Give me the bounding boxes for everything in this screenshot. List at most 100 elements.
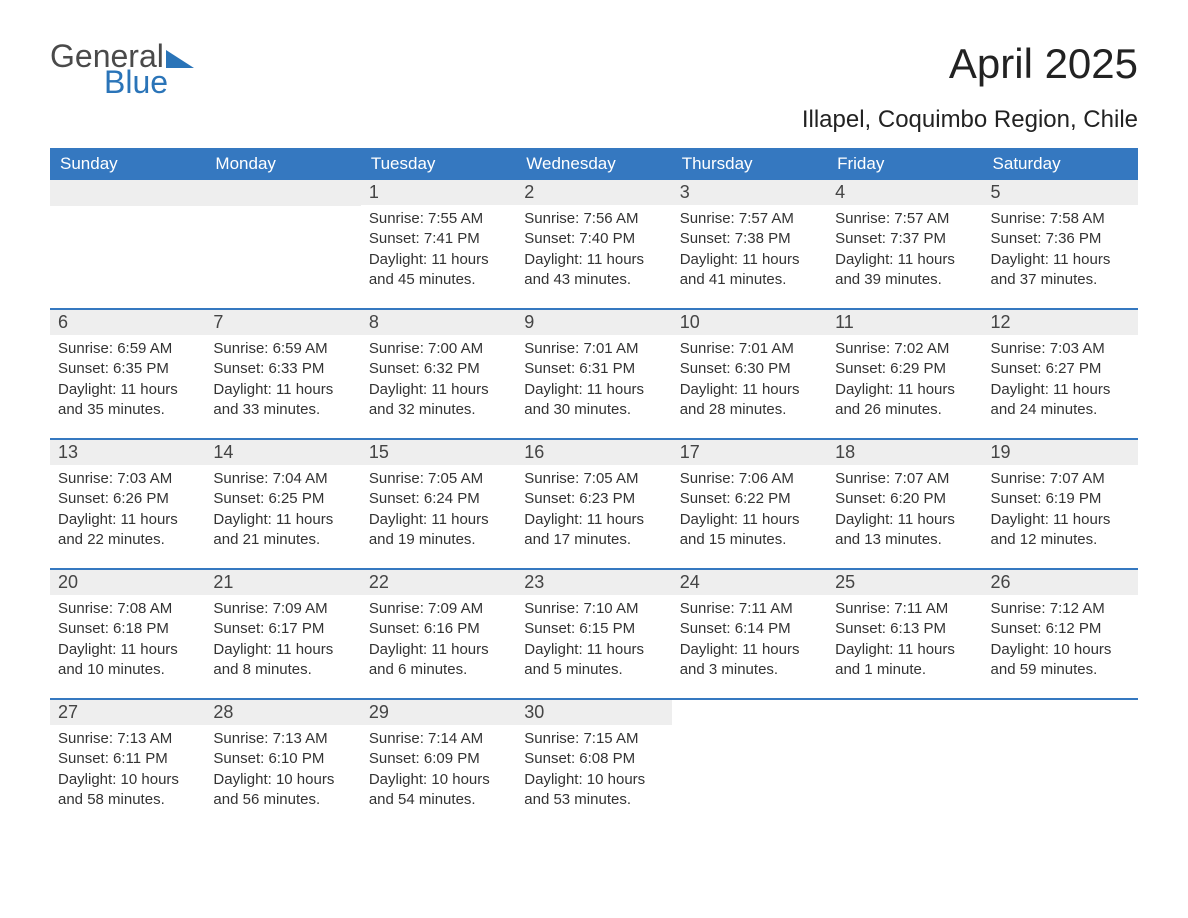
sunrise-line: Sunrise: 6:59 AM [213, 339, 352, 359]
day-details: Sunrise: 7:07 AMSunset: 6:20 PMDaylight:… [827, 465, 982, 560]
sunset-line: Sunset: 6:16 PM [369, 619, 508, 639]
calendar-cell-empty [672, 700, 827, 828]
sunset-line: Sunset: 6:20 PM [835, 489, 974, 509]
day-details: Sunrise: 7:56 AMSunset: 7:40 PMDaylight:… [516, 205, 671, 300]
sunset-line: Sunset: 6:33 PM [213, 359, 352, 379]
day-details: Sunrise: 7:58 AMSunset: 7:36 PMDaylight:… [983, 205, 1138, 300]
day-header: Monday [205, 148, 360, 180]
day-number [50, 180, 205, 206]
sunset-line: Sunset: 7:36 PM [991, 229, 1130, 249]
daylight-line: Daylight: 11 hours and 28 minutes. [680, 380, 819, 421]
calendar-cell: 23Sunrise: 7:10 AMSunset: 6:15 PMDayligh… [516, 570, 671, 698]
sunrise-line: Sunrise: 7:13 AM [58, 729, 197, 749]
calendar-cell: 29Sunrise: 7:14 AMSunset: 6:09 PMDayligh… [361, 700, 516, 828]
calendar-week: 20Sunrise: 7:08 AMSunset: 6:18 PMDayligh… [50, 568, 1138, 698]
sunset-line: Sunset: 6:08 PM [524, 749, 663, 769]
calendar-cell: 20Sunrise: 7:08 AMSunset: 6:18 PMDayligh… [50, 570, 205, 698]
day-number: 21 [205, 570, 360, 595]
calendar-cell: 17Sunrise: 7:06 AMSunset: 6:22 PMDayligh… [672, 440, 827, 568]
calendar-cell: 13Sunrise: 7:03 AMSunset: 6:26 PMDayligh… [50, 440, 205, 568]
day-details: Sunrise: 7:13 AMSunset: 6:11 PMDaylight:… [50, 725, 205, 820]
day-number: 29 [361, 700, 516, 725]
daylight-line: Daylight: 11 hours and 10 minutes. [58, 640, 197, 681]
day-details: Sunrise: 7:57 AMSunset: 7:38 PMDaylight:… [672, 205, 827, 300]
daylight-line: Daylight: 11 hours and 3 minutes. [680, 640, 819, 681]
sunrise-line: Sunrise: 7:10 AM [524, 599, 663, 619]
page-title: April 2025 [949, 40, 1138, 88]
sunrise-line: Sunrise: 7:56 AM [524, 209, 663, 229]
sunrise-line: Sunrise: 7:13 AM [213, 729, 352, 749]
day-number: 26 [983, 570, 1138, 595]
calendar-cell: 18Sunrise: 7:07 AMSunset: 6:20 PMDayligh… [827, 440, 982, 568]
day-number: 12 [983, 310, 1138, 335]
sunset-line: Sunset: 6:12 PM [991, 619, 1130, 639]
day-details: Sunrise: 7:09 AMSunset: 6:17 PMDaylight:… [205, 595, 360, 690]
sunset-line: Sunset: 6:22 PM [680, 489, 819, 509]
daylight-line: Daylight: 11 hours and 8 minutes. [213, 640, 352, 681]
daylight-line: Daylight: 11 hours and 45 minutes. [369, 250, 508, 291]
daylight-line: Daylight: 10 hours and 54 minutes. [369, 770, 508, 811]
day-details: Sunrise: 7:55 AMSunset: 7:41 PMDaylight:… [361, 205, 516, 300]
day-number: 10 [672, 310, 827, 335]
day-details: Sunrise: 7:01 AMSunset: 6:31 PMDaylight:… [516, 335, 671, 430]
day-details: Sunrise: 7:02 AMSunset: 6:29 PMDaylight:… [827, 335, 982, 430]
calendar-cell: 26Sunrise: 7:12 AMSunset: 6:12 PMDayligh… [983, 570, 1138, 698]
daylight-line: Daylight: 11 hours and 33 minutes. [213, 380, 352, 421]
day-details: Sunrise: 7:14 AMSunset: 6:09 PMDaylight:… [361, 725, 516, 820]
day-number: 19 [983, 440, 1138, 465]
sunset-line: Sunset: 7:40 PM [524, 229, 663, 249]
day-details: Sunrise: 7:11 AMSunset: 6:14 PMDaylight:… [672, 595, 827, 690]
daylight-line: Daylight: 11 hours and 15 minutes. [680, 510, 819, 551]
calendar-cell: 14Sunrise: 7:04 AMSunset: 6:25 PMDayligh… [205, 440, 360, 568]
sunset-line: Sunset: 6:17 PM [213, 619, 352, 639]
day-number: 17 [672, 440, 827, 465]
calendar-cell: 27Sunrise: 7:13 AMSunset: 6:11 PMDayligh… [50, 700, 205, 828]
day-details: Sunrise: 7:10 AMSunset: 6:15 PMDaylight:… [516, 595, 671, 690]
calendar-cell: 24Sunrise: 7:11 AMSunset: 6:14 PMDayligh… [672, 570, 827, 698]
day-number: 30 [516, 700, 671, 725]
calendar-week: 27Sunrise: 7:13 AMSunset: 6:11 PMDayligh… [50, 698, 1138, 828]
day-number: 20 [50, 570, 205, 595]
daylight-line: Daylight: 11 hours and 19 minutes. [369, 510, 508, 551]
daylight-line: Daylight: 11 hours and 21 minutes. [213, 510, 352, 551]
sunrise-line: Sunrise: 7:01 AM [524, 339, 663, 359]
daylight-line: Daylight: 11 hours and 39 minutes. [835, 250, 974, 291]
sunrise-line: Sunrise: 7:57 AM [835, 209, 974, 229]
sunset-line: Sunset: 6:09 PM [369, 749, 508, 769]
sunrise-line: Sunrise: 7:08 AM [58, 599, 197, 619]
sunset-line: Sunset: 6:31 PM [524, 359, 663, 379]
calendar-cell: 21Sunrise: 7:09 AMSunset: 6:17 PMDayligh… [205, 570, 360, 698]
sunrise-line: Sunrise: 7:14 AM [369, 729, 508, 749]
day-number: 25 [827, 570, 982, 595]
day-number: 4 [827, 180, 982, 205]
day-details: Sunrise: 7:03 AMSunset: 6:26 PMDaylight:… [50, 465, 205, 560]
logo-word-2: Blue [104, 66, 168, 98]
daylight-line: Daylight: 10 hours and 56 minutes. [213, 770, 352, 811]
daylight-line: Daylight: 11 hours and 24 minutes. [991, 380, 1130, 421]
calendar-cell-empty [983, 700, 1138, 828]
daylight-line: Daylight: 11 hours and 43 minutes. [524, 250, 663, 291]
day-details: Sunrise: 7:09 AMSunset: 6:16 PMDaylight:… [361, 595, 516, 690]
sunset-line: Sunset: 6:30 PM [680, 359, 819, 379]
sunrise-line: Sunrise: 7:11 AM [680, 599, 819, 619]
calendar: SundayMondayTuesdayWednesdayThursdayFrid… [50, 148, 1138, 828]
sunrise-line: Sunrise: 7:05 AM [369, 469, 508, 489]
day-number [205, 180, 360, 206]
day-number: 9 [516, 310, 671, 335]
sunrise-line: Sunrise: 7:55 AM [369, 209, 508, 229]
calendar-cell: 5Sunrise: 7:58 AMSunset: 7:36 PMDaylight… [983, 180, 1138, 308]
sunset-line: Sunset: 6:13 PM [835, 619, 974, 639]
sunrise-line: Sunrise: 7:12 AM [991, 599, 1130, 619]
day-header: Wednesday [516, 148, 671, 180]
day-details: Sunrise: 7:03 AMSunset: 6:27 PMDaylight:… [983, 335, 1138, 430]
day-header: Friday [827, 148, 982, 180]
logo-triangle-icon [166, 50, 194, 68]
calendar-cell: 25Sunrise: 7:11 AMSunset: 6:13 PMDayligh… [827, 570, 982, 698]
day-number: 11 [827, 310, 982, 335]
sunrise-line: Sunrise: 7:01 AM [680, 339, 819, 359]
day-number: 14 [205, 440, 360, 465]
sunset-line: Sunset: 6:27 PM [991, 359, 1130, 379]
sunset-line: Sunset: 6:19 PM [991, 489, 1130, 509]
day-details: Sunrise: 7:12 AMSunset: 6:12 PMDaylight:… [983, 595, 1138, 690]
day-number: 1 [361, 180, 516, 205]
